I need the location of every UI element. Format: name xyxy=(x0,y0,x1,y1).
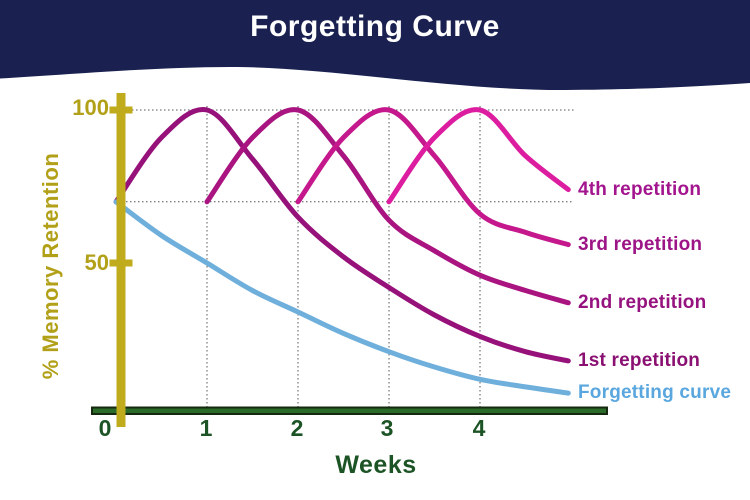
header-wave-band xyxy=(0,0,750,91)
curve-2nd-repetition xyxy=(204,107,571,306)
curves xyxy=(113,107,571,396)
y-axis-tick-50 xyxy=(109,259,133,267)
y-axis-title: % Memory Retention xyxy=(38,152,63,380)
x-tick-label-4: 4 xyxy=(472,415,486,441)
axes xyxy=(91,93,608,427)
x-tick-label-1: 1 xyxy=(199,415,213,441)
curve-3rd-repetition xyxy=(295,107,571,248)
curve-4th-repetition xyxy=(386,107,571,205)
curve-forgetting-curve xyxy=(113,199,571,396)
page-title: Forgetting Curve xyxy=(250,10,500,43)
y-tick-label-100: 100 xyxy=(72,95,109,120)
header-wave-shape xyxy=(0,0,750,91)
curve-1st-repetition xyxy=(113,107,571,364)
x-tick-label-2: 2 xyxy=(290,415,304,441)
series-label-forgetting-curve: Forgetting curve xyxy=(578,382,732,403)
series-label-4th-repetition: 4th repetition xyxy=(578,179,702,200)
y-axis-tick-100 xyxy=(109,106,133,114)
gridlines xyxy=(126,106,575,407)
x-axis-line xyxy=(91,406,608,415)
series-label-3rd-repetition: 3rd repetition xyxy=(578,234,703,255)
x-tick-label-0: 0 xyxy=(98,415,112,441)
series-label-2nd-repetition: 2nd repetition xyxy=(578,292,707,313)
x-axis-title: Weeks xyxy=(335,451,417,479)
x-tick-label-3: 3 xyxy=(380,415,394,441)
y-tick-label-50: 50 xyxy=(84,250,109,275)
series-label-1st-repetition: 1st repetition xyxy=(578,350,701,371)
